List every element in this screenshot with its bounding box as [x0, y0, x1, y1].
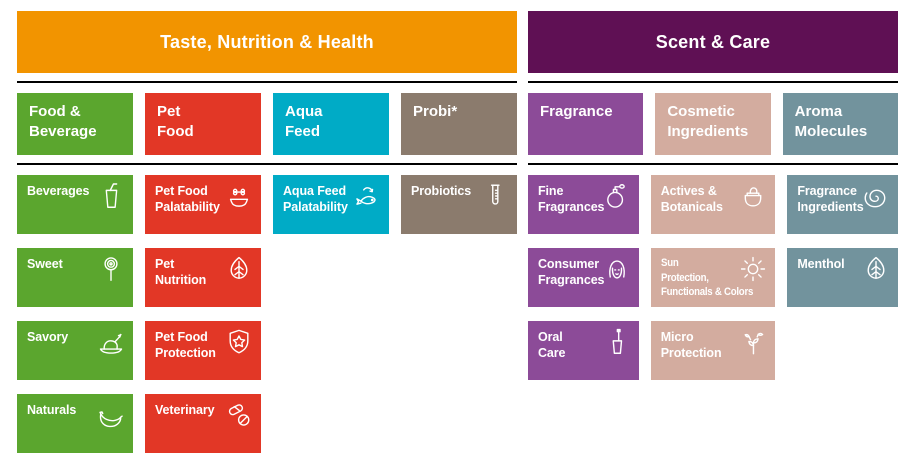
pet-bowl-bone-icon: [224, 181, 254, 211]
category-probiotics: Probiotics: [401, 175, 517, 234]
category-micro-protection: Micro Protection: [650, 321, 776, 380]
perfume-bottle-icon: [602, 181, 632, 211]
cream-jar-icon: [738, 181, 768, 211]
division-label: Food & Beverage: [29, 103, 97, 140]
drink-glass-icon: [96, 181, 126, 211]
toothbrush-cup-icon: [602, 327, 632, 357]
category-consumer-fragrances: Consumer Fragrances: [528, 248, 639, 307]
division-label: Probi*: [413, 103, 458, 120]
division-aroma-molecules: Aroma Molecules: [782, 93, 898, 155]
category-label: Aqua Feed Palatability: [283, 184, 348, 215]
divider-line: [17, 81, 517, 83]
sun-icon: [738, 254, 768, 284]
division-aqua-feed: Aqua Feed: [273, 93, 389, 155]
category-label: Naturals: [27, 403, 77, 417]
category-label: Oral Care: [538, 330, 566, 361]
category-label: Micro Protection: [660, 330, 722, 361]
category-label: Veterinary: [155, 403, 215, 417]
division-label: Aroma Molecules: [794, 103, 868, 140]
pills-icon: [224, 400, 254, 430]
category-label: Fragrance Ingredients: [797, 184, 864, 215]
division-row-left: Food & Beverage Pet Food Aqua Feed Probi…: [17, 93, 517, 155]
category-naturals: Naturals: [17, 394, 133, 453]
segment-taste-nutrition-health: Taste, Nutrition & Health Food & Beverag…: [17, 11, 517, 453]
roast-dish-icon: [96, 327, 126, 357]
category-label: Probiotics: [411, 184, 472, 198]
category-label: Menthol: [797, 257, 845, 271]
divider-line: [528, 163, 898, 165]
category-menthol: Menthol: [787, 248, 898, 307]
segment-scent-care: Scent & Care Fragrance Cosmetic Ingredie…: [528, 11, 898, 380]
division-label: Cosmetic Ingredients: [667, 103, 749, 140]
category-label: Consumer Fragrances: [538, 257, 605, 288]
category-pet-food-palatability: Pet Food Palatability: [145, 175, 261, 234]
division-label: Aqua Feed: [285, 103, 323, 140]
segment-title: Scent & Care: [655, 31, 771, 52]
sprout-icon: [738, 327, 768, 357]
segment-header-taste-nutrition-health: Taste, Nutrition & Health: [17, 11, 517, 73]
division-probi: Probi*: [401, 93, 517, 155]
mint-leaf-icon: [861, 254, 891, 284]
category-label: Savory: [27, 330, 69, 344]
division-row-right: Fragrance Cosmetic Ingredients Aroma Mol…: [528, 93, 898, 155]
category-label: Fine Fragrances: [538, 184, 605, 215]
division-label: Fragrance: [540, 103, 613, 120]
fish-icon: [352, 181, 382, 211]
divider-line: [528, 81, 898, 83]
category-fragrance-ingredients: Fragrance Ingredients: [787, 175, 898, 234]
category-label: Actives & Botanicals: [660, 184, 723, 215]
category-aqua-feed-palatability: Aqua Feed Palatability: [273, 175, 389, 234]
category-label: Beverages: [27, 184, 90, 198]
category-beverages: Beverages: [17, 175, 133, 234]
category-label: Pet Food Palatability: [155, 184, 220, 215]
division-cosmetic-ingredients: Cosmetic Ingredients: [655, 93, 771, 155]
category-grid-right: Fine Fragrances Actives & Botanicals Fra…: [528, 175, 898, 380]
category-label: Sun Protection, Functionals & Colors: [660, 257, 753, 299]
category-label: Pet Nutrition: [155, 257, 207, 288]
category-label: Pet Food Protection: [155, 330, 216, 361]
segment-header-scent-care: Scent & Care: [528, 11, 898, 73]
category-veterinary: Veterinary: [145, 394, 261, 453]
division-fragrance: Fragrance: [528, 93, 644, 155]
lollipop-icon: [96, 254, 126, 284]
category-grid-left: Beverages Pet Food Palatability Aqua Fee…: [17, 175, 517, 453]
segment-title: Taste, Nutrition & Health: [160, 31, 374, 52]
category-label: Sweet: [27, 257, 63, 271]
banana-icon: [96, 400, 126, 430]
divider-line: [17, 163, 517, 165]
category-pet-nutrition: Pet Nutrition: [145, 248, 261, 307]
category-pet-food-protection: Pet Food Protection: [145, 321, 261, 380]
category-sun-protection-functionals-colors: Sun Protection, Functionals & Colors: [650, 248, 776, 307]
leaf-icon: [224, 254, 254, 284]
shield-star-icon: [224, 327, 254, 357]
face-icon: [602, 254, 632, 284]
division-label: Pet Food: [157, 103, 194, 140]
category-savory: Savory: [17, 321, 133, 380]
rose-icon: [861, 181, 891, 211]
division-food-beverage: Food & Beverage: [17, 93, 133, 155]
category-actives-botanicals: Actives & Botanicals: [650, 175, 776, 234]
category-fine-fragrances: Fine Fragrances: [528, 175, 639, 234]
category-sweet: Sweet: [17, 248, 133, 307]
division-pet-food: Pet Food: [145, 93, 261, 155]
category-oral-care: Oral Care: [528, 321, 639, 380]
test-tube-icon: [480, 181, 510, 211]
